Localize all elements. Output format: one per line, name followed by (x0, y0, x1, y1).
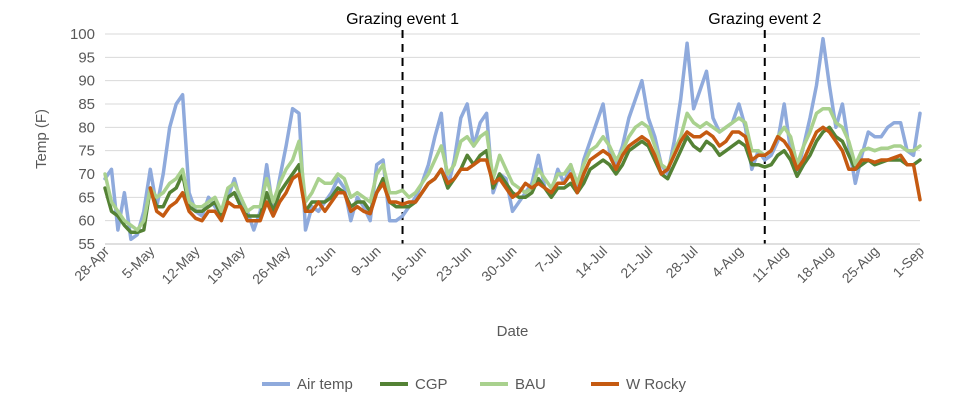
y-tick-label: 70 (78, 166, 95, 183)
y-tick-label: 80 (78, 119, 95, 136)
x-tick-label: 5-May (119, 243, 158, 282)
x-tick-label: 16-Jun (387, 243, 429, 285)
x-tick-label: 28-Jul (662, 243, 700, 281)
y-tick-label: 100 (70, 26, 95, 43)
series-line-air-temp (103, 36, 922, 242)
x-axis-label: Date (497, 323, 529, 340)
y-tick-label: 85 (78, 96, 95, 113)
grazing-event-lines (401, 30, 766, 244)
x-tick-label: 1-Sep (889, 243, 927, 281)
series-lines (103, 36, 922, 242)
grazing-event-label: Grazing event 2 (708, 11, 821, 28)
x-tick-label: 19-May (204, 243, 248, 287)
legend-label: BAU (515, 376, 546, 393)
y-tick-label: 65 (78, 189, 95, 206)
x-tick-label: 21-Jul (617, 243, 655, 281)
x-tick-label: 4-Aug (708, 243, 746, 281)
legend-label: W Rocky (626, 376, 687, 393)
legend-label: CGP (415, 376, 448, 393)
grazing-event-labels: Grazing event 1 Grazing event 2 (346, 11, 821, 28)
y-axis-ticks: 55 60 65 70 75 80 85 90 95 100 (70, 26, 95, 253)
x-tick-label: 11-Aug (749, 243, 792, 286)
legend-label: Air temp (297, 376, 353, 393)
x-tick-label: 7-Jul (532, 243, 565, 276)
x-tick-label: 9-Jun (348, 243, 384, 279)
x-axis-ticks: 28-Apr 5-May 12-May 19-May 26-May 2-Jun 9-Jun 1… (71, 243, 927, 288)
x-tick-label: 30-Jun (478, 243, 520, 285)
x-tick-label: 26-May (249, 243, 293, 287)
y-axis-label: Temp (F) (33, 109, 50, 169)
x-tick-label: 18-Aug (793, 243, 836, 286)
y-tick-label: 90 (78, 73, 95, 90)
x-tick-label: 25-Aug (839, 243, 882, 286)
x-tick-label: 14-Jul (572, 243, 610, 281)
y-tick-label: 55 (78, 236, 95, 253)
x-tick-label: 12-May (158, 243, 202, 287)
y-tick-label: 95 (78, 49, 95, 66)
x-tick-label: 2-Jun (302, 243, 338, 279)
x-tick-label: 23-Jun (433, 243, 475, 285)
grazing-event-label: Grazing event 1 (346, 11, 459, 28)
y-tick-label: 60 (78, 213, 95, 230)
legend: Air temp CGP BAU W Rocky (262, 376, 687, 393)
series-line-bau (103, 106, 922, 232)
series-line-w-rocky (148, 125, 922, 223)
y-tick-label: 75 (78, 143, 95, 160)
